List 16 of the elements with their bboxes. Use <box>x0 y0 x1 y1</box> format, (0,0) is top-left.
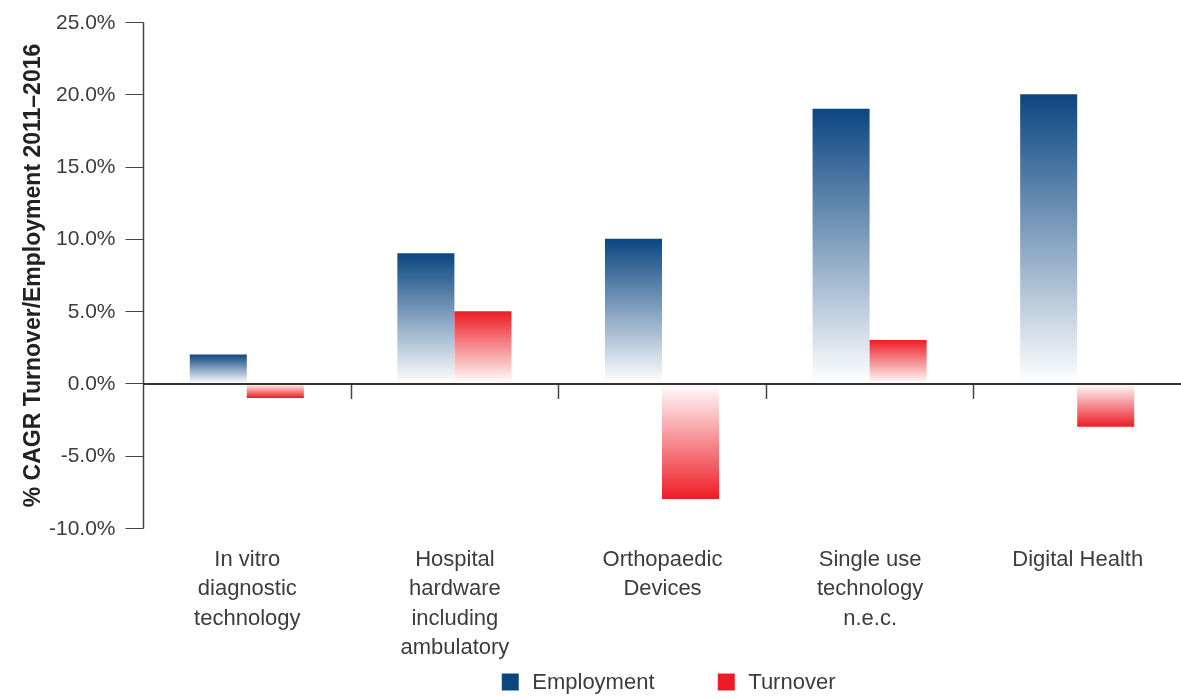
x-tick-label: Orthopaedic Devices <box>602 545 723 600</box>
y-tick-label: -5.0% <box>60 443 116 467</box>
y-tick-label: 25.0% <box>55 9 116 33</box>
y-axis-title: % CAGR Turnover/Employment 2011–2016 <box>18 43 45 508</box>
x-tick-label: Digital Health <box>1012 545 1144 571</box>
y-tick-label: 5.0% <box>67 298 116 322</box>
y-tick-label: 15.0% <box>55 154 116 178</box>
x-tick-label: Hospital hardware including ambulatory <box>400 545 510 659</box>
x-tick-label: In vitro diagnostic technology <box>194 545 301 630</box>
legend-label: Turnover <box>748 669 836 694</box>
legend-label: Employment <box>532 669 655 694</box>
x-tick-label: Single use technology n.e.c. <box>816 545 924 630</box>
y-tick-label: 10.0% <box>55 226 116 250</box>
y-tick-label: 20.0% <box>55 81 116 105</box>
y-tick-label: -10.0% <box>48 515 116 539</box>
y-tick-label: 0.0% <box>67 370 116 394</box>
